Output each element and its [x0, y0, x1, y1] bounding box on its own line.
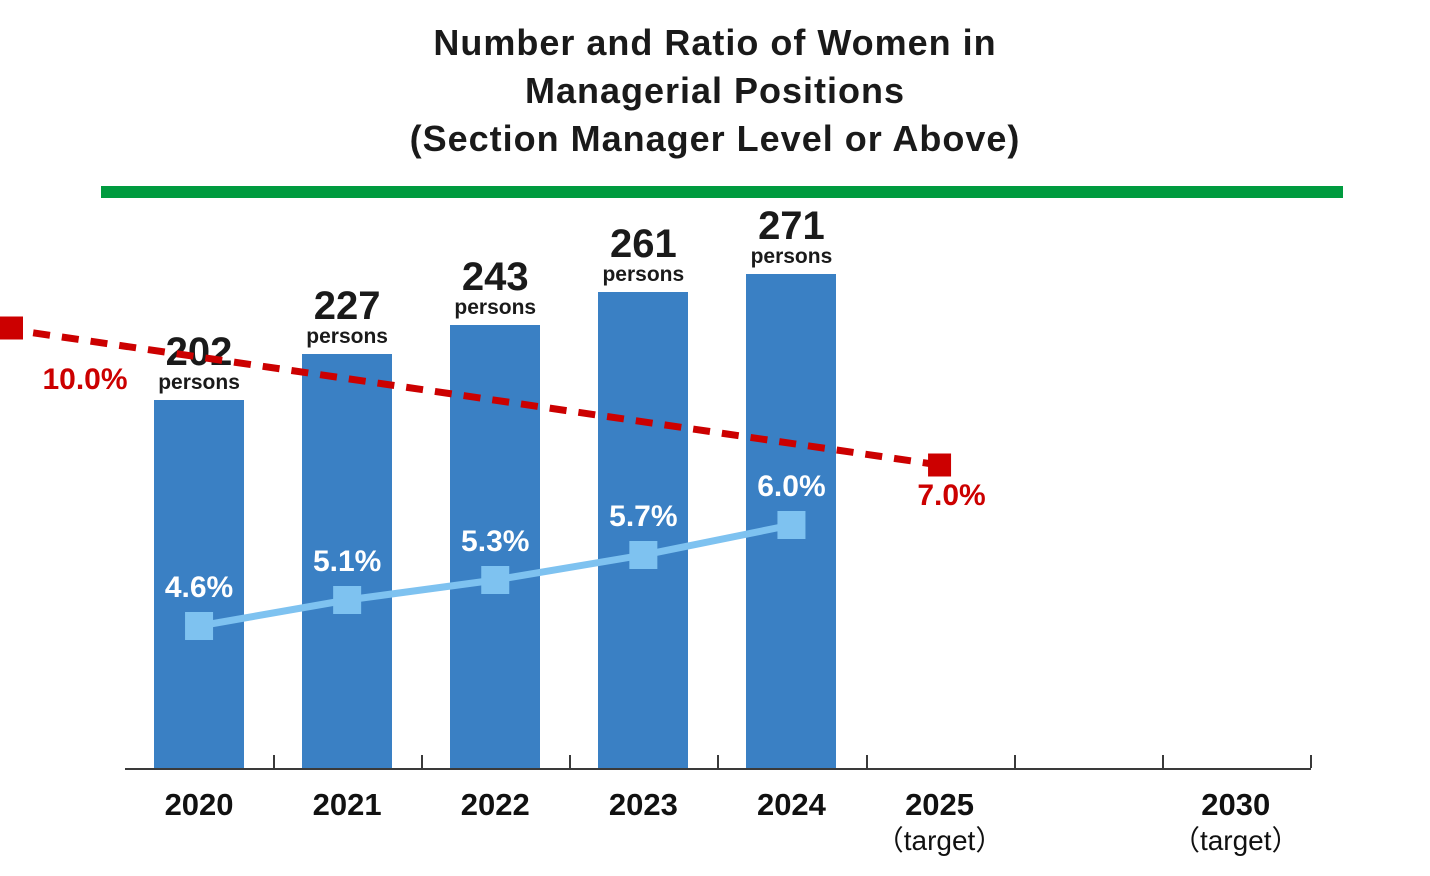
target-ratio-value-label: 7.0%: [917, 479, 986, 512]
actual-ratio-value-label: 5.1%: [312, 545, 382, 578]
target-ratio-value-label: 10.0%: [42, 363, 128, 396]
bar-value-unit: persons: [306, 325, 388, 348]
x-axis-year: 2020: [164, 787, 234, 822]
x-axis-year: 2022: [460, 787, 530, 822]
bar-value-number: 227: [313, 284, 381, 328]
x-axis-year: 2024: [756, 787, 826, 822]
chart-title-line3: (Section Manager Level or Above): [409, 118, 1021, 159]
target-ratio-marker: [0, 316, 23, 340]
axis-tick: [569, 755, 571, 768]
axis-tick: [1162, 755, 1164, 768]
x-axis-label-2030: 2030 （target）: [1126, 787, 1346, 859]
actual-ratio-value-label: 5.7%: [609, 500, 678, 533]
actual-ratio-value-label: 4.6%: [164, 571, 234, 604]
x-axis-label-2025: 2025 （target）: [830, 787, 1050, 859]
axis-tick: [866, 755, 868, 768]
green-divider-bar: [101, 186, 1343, 198]
bar-value-number: 243: [461, 255, 529, 299]
bar-value-unit: persons: [750, 245, 833, 268]
bar-value-label: 261 persons: [553, 224, 733, 286]
target-ratio-marker: [928, 453, 952, 477]
chart-title-line1: Number and Ratio of Women in: [433, 22, 997, 63]
x-axis-label-2020: 2020: [89, 787, 309, 823]
x-axis-label-2022: 2022: [385, 787, 605, 823]
x-axis-label-2024: 2024: [681, 787, 901, 823]
x-axis-year: 2025: [905, 787, 975, 822]
axis-tick: [1014, 755, 1016, 768]
bar-value-label: 271 persons: [701, 206, 881, 268]
x-axis-target-note: （target）: [1171, 825, 1300, 856]
axis-tick: [717, 755, 719, 768]
x-axis-target-note: （target）: [875, 825, 1004, 856]
bar-value-unit: persons: [454, 296, 537, 319]
bar-2024: [746, 274, 837, 768]
x-axis-line: [125, 768, 1311, 770]
actual-ratio-value-label: 6.0%: [757, 470, 826, 503]
bar-value-number: 261: [609, 222, 677, 266]
axis-tick: [273, 755, 275, 768]
x-axis-year: 2021: [312, 787, 382, 822]
axis-tick: [421, 755, 423, 768]
bar-value-unit: persons: [602, 263, 685, 286]
bar-value-label: 243 persons: [405, 257, 585, 319]
chart-title-line2: Managerial Positions: [524, 70, 906, 111]
x-axis-year: 2023: [608, 787, 678, 822]
bar-value-number: 271: [758, 204, 825, 248]
chart-title: Number and Ratio of Women in Managerial P…: [0, 19, 1430, 163]
axis-tick: [1310, 755, 1312, 768]
x-axis-year: 2030: [1201, 787, 1271, 822]
x-axis-label-2021: 2021: [237, 787, 457, 823]
x-axis-label-2023: 2023: [533, 787, 753, 823]
actual-ratio-value-label: 5.3%: [461, 525, 530, 558]
